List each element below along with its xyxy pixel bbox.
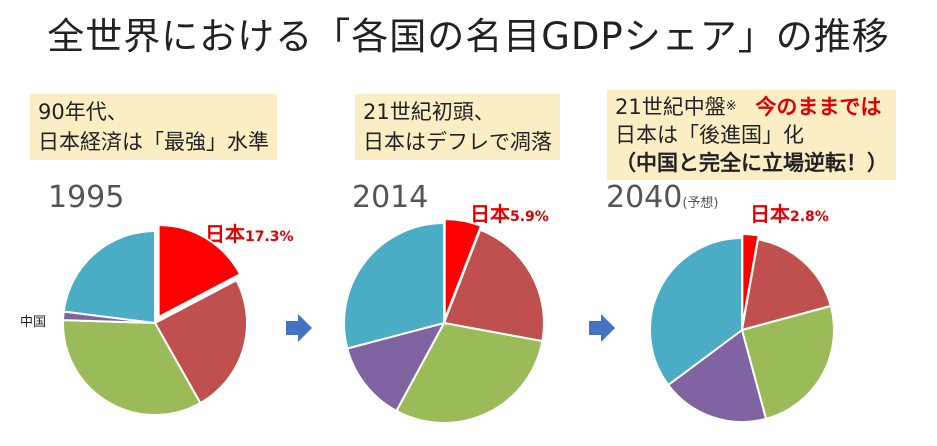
pie-2040-slice-4-slice — [666, 328, 768, 423]
pie-1995-slice-2-slice — [153, 278, 248, 405]
pie-2040 — [649, 233, 835, 423]
japan-label-1995-value: 17.3% — [245, 229, 294, 245]
china-label-1995: 中国 — [20, 315, 47, 330]
japan-label-2040-value: 2.8% — [790, 209, 829, 225]
right-arrow-icon — [589, 314, 615, 342]
note-1995-line1: 90年代、 — [38, 100, 128, 124]
note-2040-warning: 今のままでは — [755, 95, 882, 119]
year-2040: 2040 — [606, 180, 683, 215]
note-2014-line2: 日本はデフレで凋落 — [363, 130, 552, 154]
year-2040-note: (予想) — [682, 196, 719, 211]
pie-1995-slice-3-slice — [62, 319, 202, 416]
pie-1995-slice-5-slice — [62, 229, 156, 325]
note-2040-mark: ※ — [725, 99, 737, 114]
pie-1995-japan-slice — [157, 224, 242, 319]
note-2040-line1a: 21世紀中盤 — [615, 95, 726, 119]
pie-2014-slice-3-slice — [395, 321, 544, 424]
note-2014-line1: 21世紀初頭、 — [363, 100, 495, 124]
note-2040-line3: （中国と完全に立場逆転！） — [615, 151, 888, 175]
pie-2014-japan-slice — [443, 218, 483, 320]
pie-2040-slice-2-slice — [740, 238, 833, 332]
japan-label-2040: 日本2.8% — [750, 198, 829, 227]
year-1995: 1995 — [48, 180, 125, 215]
japan-label-2014-text: 日本 — [470, 202, 510, 226]
pie-2014-slice-2-slice — [442, 228, 545, 343]
note-1995-line2: 日本経済は「最強」水準 — [38, 130, 269, 154]
year-2040-wrap: 2040(予想) — [606, 180, 719, 215]
note-2014: 21世紀初頭、 日本はデフレで凋落 — [355, 94, 560, 160]
page-title: 全世界における「各国の名目GDPシェア」の推移 — [47, 15, 890, 58]
note-2040: 21世紀中盤※ 今のままでは 日本は「後進国」化 （中国と完全に立場逆転！） — [607, 90, 896, 180]
pie-1995 — [62, 224, 248, 416]
pie-2014 — [343, 218, 545, 424]
note-2040-line1: 21世紀中盤※ 今のままでは — [615, 93, 888, 121]
note-1995: 90年代、 日本経済は「最強」水準 — [30, 94, 277, 160]
japan-label-2014-value: 5.9% — [510, 209, 549, 225]
pie-2040-slice-3-slice — [740, 304, 835, 421]
right-arrow-icon — [286, 314, 312, 342]
year-2014: 2014 — [352, 180, 429, 215]
pie-2014-slice-4-slice — [346, 321, 446, 413]
pie-2040-slice-5-slice — [649, 236, 743, 387]
japan-label-2014: 日本5.9% — [470, 198, 549, 227]
pie-2014-slice-5-slice — [343, 221, 445, 350]
japan-label-2040-text: 日本 — [750, 202, 790, 226]
note-2040-line2: 日本は「後進国」化 — [615, 123, 804, 147]
